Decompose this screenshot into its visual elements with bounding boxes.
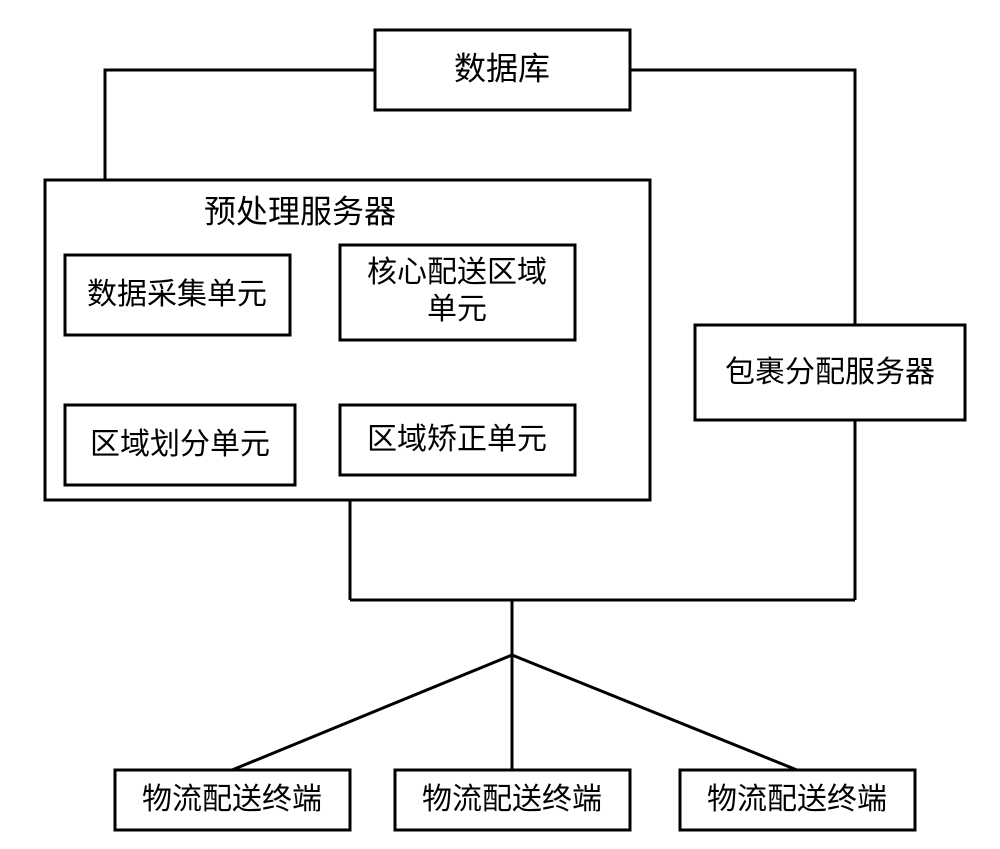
node-terminal-1: 物流配送终端 bbox=[115, 770, 350, 830]
label-terminal-3: 物流配送终端 bbox=[707, 783, 887, 816]
node-database: 数据库 bbox=[375, 30, 630, 110]
edge-to-term1 bbox=[232, 655, 512, 770]
node-region-correct: 区域矫正单元 bbox=[340, 405, 575, 475]
label-terminal-1: 物流配送终端 bbox=[142, 783, 322, 816]
label-terminal-2: 物流配送终端 bbox=[422, 783, 602, 816]
edge-db-left bbox=[105, 70, 375, 180]
label-core-delivery-2: 单元 bbox=[427, 293, 487, 326]
flowchart-diagram: 数据库 预处理服务器 数据采集单元 核心配送区域 单元 区域划分单元 区域矫正单… bbox=[0, 0, 1000, 849]
node-terminal-2: 物流配送终端 bbox=[395, 770, 630, 830]
label-region-divide: 区域划分单元 bbox=[90, 428, 270, 461]
label-core-delivery-1: 核心配送区域 bbox=[367, 256, 547, 289]
node-region-divide: 区域划分单元 bbox=[65, 405, 295, 485]
label-data-collect: 数据采集单元 bbox=[87, 278, 267, 311]
node-terminal-3: 物流配送终端 bbox=[680, 770, 915, 830]
edge-to-term3 bbox=[512, 655, 797, 770]
label-region-correct: 区域矫正单元 bbox=[367, 423, 547, 456]
node-core-delivery: 核心配送区域 单元 bbox=[340, 245, 575, 340]
label-preprocess-server: 预处理服务器 bbox=[204, 193, 396, 229]
label-package-server: 包裹分配服务器 bbox=[725, 356, 935, 389]
edge-db-right bbox=[630, 70, 855, 325]
node-data-collect: 数据采集单元 bbox=[65, 255, 290, 335]
label-database: 数据库 bbox=[454, 50, 550, 86]
node-package-server: 包裹分配服务器 bbox=[695, 325, 965, 420]
